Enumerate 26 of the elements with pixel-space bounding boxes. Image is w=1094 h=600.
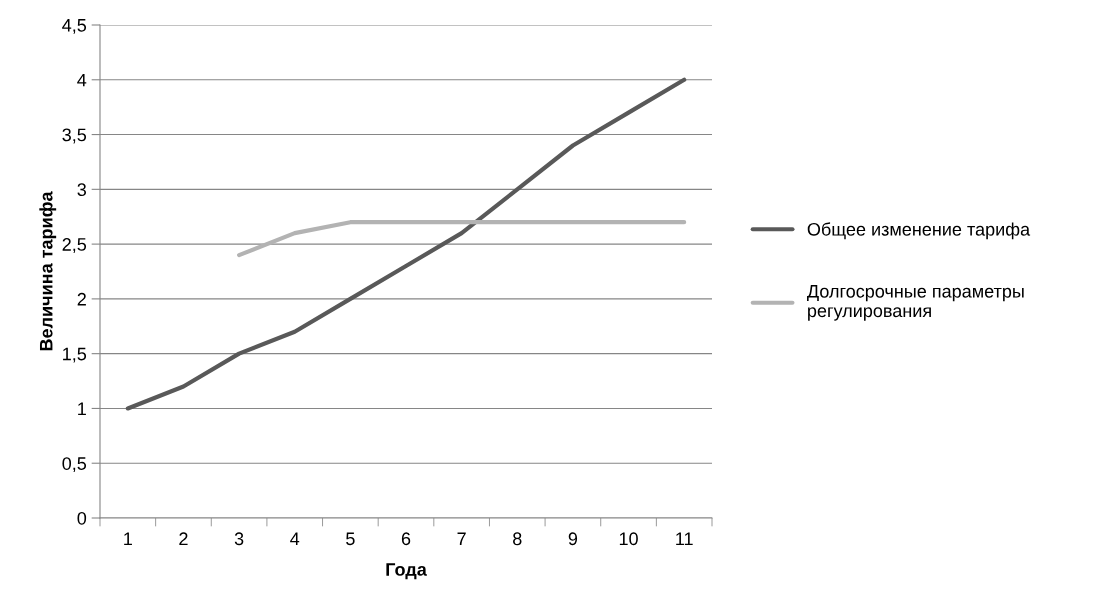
x-axis-title: Года: [386, 563, 427, 580]
y-tick-label: 1: [78, 402, 86, 415]
x-tick-label: 11: [676, 532, 693, 545]
line-series: [125, 77, 687, 411]
y-tick-label: 3,5: [62, 128, 87, 144]
y-tick-label: 1,5: [63, 347, 87, 363]
y-tick-label: 2: [77, 292, 86, 306]
legend-label: Долгосрочные параметры регулирования: [807, 285, 1024, 321]
x-tick-label: 8: [513, 532, 522, 546]
y-tick-label: 3: [77, 183, 87, 197]
y-tick-label: 0,5: [62, 457, 87, 473]
y-axis-title: Величина тарифа: [39, 191, 57, 351]
y-tick-label: 4: [77, 73, 87, 87]
x-tick-label: 3: [234, 532, 244, 546]
y-tick-label: 0: [77, 511, 87, 525]
x-tick-label: 1: [124, 532, 132, 545]
x-tick-label: 5: [346, 532, 355, 546]
x-tick-label: 9: [568, 532, 578, 546]
x-tick-label: 2: [179, 532, 188, 545]
x-tick-label: 6: [401, 532, 411, 546]
x-tick-label: 7: [457, 532, 466, 545]
y-tick-label: 4,5: [62, 19, 87, 34]
x-tick-label: 4: [290, 532, 300, 545]
y-tick-label: 2,5: [62, 238, 87, 253]
legend-label: Общее изменение тарифа: [807, 222, 1031, 240]
x-tick-label: 10: [619, 532, 638, 546]
